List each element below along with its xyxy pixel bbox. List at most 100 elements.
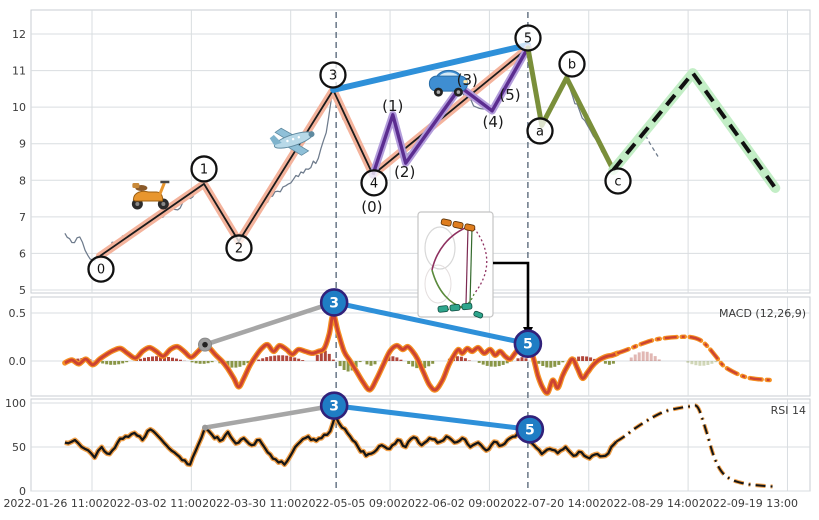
macd-histogram-bar	[557, 361, 561, 365]
plane-window	[286, 139, 289, 143]
coaster-train-orange	[440, 218, 476, 232]
car-hub	[456, 90, 461, 94]
macd-histogram-bar	[354, 361, 358, 368]
macd-histogram-bar	[125, 361, 129, 363]
macd-histogram-bar	[629, 357, 633, 361]
rsi-legend: RSI 14	[771, 404, 806, 417]
macd-histogram-bar	[545, 361, 549, 368]
x-tick-label: 2022-06-02 09:00	[401, 497, 500, 510]
scooter-hub	[135, 201, 140, 206]
macd-histogram-bar	[139, 358, 142, 361]
wave-marker-1-label: 1	[200, 162, 208, 177]
y-tick-price: 9	[19, 138, 26, 151]
macd-histogram-bar	[163, 356, 166, 361]
macd-histogram-bar	[109, 361, 113, 365]
macd-histogram-bar	[477, 361, 481, 363]
y-tick-rsi: 50	[12, 441, 26, 454]
macd-histogram-bar	[520, 357, 524, 361]
x-tick-label: 2022-09-19 13:00	[699, 497, 798, 510]
macd-histogram-bar	[301, 360, 305, 361]
y-tick-price: 11	[12, 65, 26, 78]
y-tick-macd: 0.0	[9, 355, 27, 368]
macd-histogram-bar	[581, 356, 585, 361]
macd-signal-line	[64, 313, 618, 395]
rsi-marker-5-label: 5	[525, 422, 535, 438]
macd-histogram-bar	[399, 359, 403, 361]
wave-marker-c-circle	[604, 167, 632, 195]
rsi-gray-connector	[202, 403, 337, 430]
macd-histogram-bar	[346, 361, 350, 372]
macd-histogram-bar	[319, 351, 323, 361]
macd-histogram-bar	[365, 361, 369, 365]
macd-histogram-bar	[516, 358, 520, 361]
airplane-icon	[269, 127, 315, 156]
rsi-3-5-connector	[331, 403, 533, 432]
macd-histogram-bar	[463, 358, 467, 361]
train-car	[437, 305, 449, 313]
macd-histogram-bar	[171, 357, 174, 361]
macd-histogram-bar	[358, 361, 362, 363]
macd-histogram-bar	[101, 361, 105, 364]
plane-nose	[308, 131, 315, 138]
scooter-column	[156, 182, 166, 199]
macd-histogram-bar	[415, 361, 419, 369]
wave-marker-4-circle	[360, 169, 388, 197]
macd-histogram-bar	[553, 361, 557, 367]
macd-histogram-bar	[637, 352, 641, 361]
macd-histogram-bar	[246, 361, 250, 364]
macd-histogram-bar	[257, 359, 261, 361]
elliott-abc-line	[525, 45, 616, 173]
macd-histogram-bar	[242, 361, 246, 366]
wave-marker-2-label: 2	[235, 241, 243, 256]
wave-marker-0-label: 0	[97, 263, 105, 278]
macd-histogram-bar	[641, 351, 645, 361]
wave-marker-1-circle	[190, 155, 218, 183]
macd-histogram-bar	[589, 357, 593, 361]
macd-histogram-bar	[645, 351, 649, 361]
elliott-subwave-line	[371, 47, 530, 176]
coaster-track-maroon-dotted	[473, 227, 488, 295]
scooter-icon	[131, 180, 170, 210]
macd-anchor-dot-center	[202, 341, 208, 348]
x-tick-label: 2022-08-29 14:00	[600, 497, 699, 510]
macd-histogram-bar	[265, 357, 269, 361]
macd-marker-3-circle	[319, 288, 349, 317]
macd-histogram-bar	[577, 356, 581, 361]
rsi-marker-3-label: 3	[329, 399, 339, 415]
macd-histogram-bar	[459, 356, 463, 361]
macd-histogram-bar	[167, 357, 170, 361]
macd-histogram-bar	[285, 355, 289, 361]
macd-histogram-bar	[338, 361, 342, 367]
subwave-label: (2)	[394, 163, 415, 181]
scooter-box	[132, 182, 140, 188]
wave-marker-2-circle	[225, 234, 253, 262]
wave-marker-a-label: a	[536, 124, 544, 139]
macd-histogram-bar	[281, 355, 285, 361]
macd-histogram-bar	[427, 361, 431, 367]
macd-histogram-bar	[273, 355, 277, 361]
macd-histogram-bar	[269, 356, 273, 361]
rsi-projection-line	[615, 404, 776, 488]
macd-histogram-bar	[391, 356, 395, 361]
coaster-loop-bottom	[424, 264, 452, 304]
macd-histogram-bar	[175, 358, 178, 361]
macd-histogram-bar	[194, 361, 198, 364]
macd-histogram-bar	[230, 361, 234, 368]
plane-tail	[269, 134, 282, 146]
x-tick-label: 2022-05-05 09:00	[301, 497, 400, 510]
macd-histogram-bar	[714, 361, 718, 363]
macd-histogram-bar	[633, 354, 637, 361]
macd-histogram-bar	[505, 361, 509, 364]
macd-histogram-bar	[210, 361, 214, 363]
macd-histogram-bar	[202, 361, 206, 364]
scooter-body	[132, 190, 164, 202]
y-tick-macd: 0.5	[9, 307, 27, 320]
wave-marker-5-circle	[514, 24, 542, 52]
macd-histogram-bar	[493, 361, 497, 367]
y-tick-price: 10	[12, 101, 26, 114]
train-car	[452, 220, 464, 230]
macd-histogram-bar	[702, 361, 706, 366]
rsi-marker-5-circle	[515, 415, 545, 444]
macd-histogram-bar	[541, 361, 545, 366]
macd-histogram-bar	[206, 361, 210, 364]
